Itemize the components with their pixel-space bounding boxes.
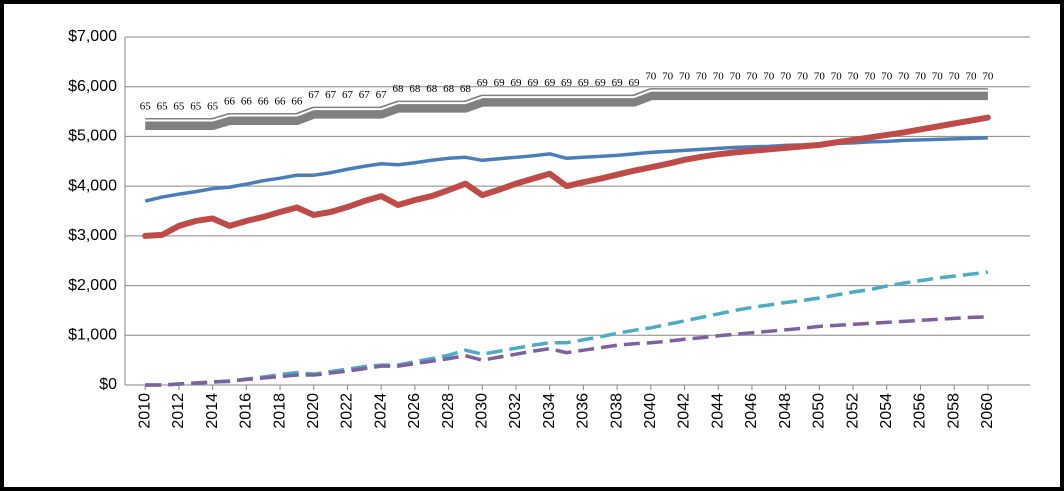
x-tick-label: 2052 xyxy=(844,393,861,429)
point-label: 70 xyxy=(679,71,691,83)
x-tick-label: 2060 xyxy=(979,393,996,429)
point-label: 68 xyxy=(426,83,438,95)
point-label: 65 xyxy=(207,101,219,113)
x-tick-label: 2036 xyxy=(575,393,592,429)
x-tick-label: 2022 xyxy=(339,393,356,429)
point-label: 66 xyxy=(258,96,270,108)
x-tick-label: 2032 xyxy=(507,393,524,429)
point-label: 70 xyxy=(645,71,657,83)
point-label: 69 xyxy=(494,77,506,89)
point-label: 70 xyxy=(915,71,927,83)
point-label: 65 xyxy=(173,101,185,113)
series-line xyxy=(142,114,991,239)
point-label: 69 xyxy=(544,77,556,89)
x-tick-label: 2014 xyxy=(204,393,221,429)
y-tick-label: $1,000 xyxy=(68,327,117,344)
x-tick-label: 2058 xyxy=(945,393,962,429)
point-label: 68 xyxy=(409,83,421,95)
x-tick-label: 2050 xyxy=(811,393,828,429)
point-label: 67 xyxy=(308,89,320,101)
y-tick-label: $5,000 xyxy=(68,128,117,145)
point-label: 67 xyxy=(325,89,337,101)
point-label: 70 xyxy=(814,71,826,83)
y-tick-label: $6,000 xyxy=(68,78,117,95)
point-label: 68 xyxy=(393,83,405,95)
point-label: 69 xyxy=(628,77,640,89)
point-label: 67 xyxy=(359,89,371,101)
series-line-highlight xyxy=(145,89,988,122)
point-label: 70 xyxy=(848,71,860,83)
point-label: 69 xyxy=(477,77,489,89)
point-label: 69 xyxy=(561,77,573,89)
point-label: 70 xyxy=(881,71,893,83)
point-label: 70 xyxy=(932,71,944,83)
point-label: 70 xyxy=(662,71,674,83)
x-tick-label: 2054 xyxy=(878,393,895,429)
point-label: 70 xyxy=(797,71,809,83)
x-tick-label: 2030 xyxy=(473,393,490,429)
point-label: 70 xyxy=(949,71,961,83)
point-label: 70 xyxy=(696,71,708,83)
point-label: 69 xyxy=(612,77,624,89)
point-label: 70 xyxy=(864,71,876,83)
x-tick-label: 2018 xyxy=(271,393,288,429)
x-tick-label: 2012 xyxy=(170,393,187,429)
y-tick-label: $2,000 xyxy=(68,277,117,294)
x-tick-label: 2056 xyxy=(912,393,929,429)
x-tick-label: 2020 xyxy=(305,393,322,429)
point-label: 67 xyxy=(342,89,354,101)
point-label: 66 xyxy=(241,96,253,108)
x-tick-label: 2048 xyxy=(777,393,794,429)
x-tick-label: 2010 xyxy=(136,393,153,429)
y-tick-label: $0 xyxy=(99,376,117,393)
point-label: 68 xyxy=(460,83,472,95)
point-label: 67 xyxy=(376,89,388,101)
point-label: 69 xyxy=(578,77,590,89)
x-tick-label: 2034 xyxy=(541,393,558,429)
point-label: 65 xyxy=(190,101,202,113)
point-label: 65 xyxy=(140,101,152,113)
x-tick-label: 2042 xyxy=(676,393,693,429)
series-line xyxy=(145,315,988,387)
series-line xyxy=(145,270,989,387)
point-label: 69 xyxy=(510,77,522,89)
y-tick-label: $3,000 xyxy=(68,227,117,244)
y-tick-label: $7,000 xyxy=(68,28,117,45)
point-label: 70 xyxy=(746,71,758,83)
point-label: 66 xyxy=(224,96,236,108)
point-label: 65 xyxy=(157,101,169,113)
point-label: 70 xyxy=(898,71,910,83)
point-label: 70 xyxy=(966,71,978,83)
x-tick-label: 2044 xyxy=(709,393,726,429)
series-line xyxy=(145,88,988,130)
point-label: 70 xyxy=(982,71,994,83)
point-label: 70 xyxy=(730,71,742,83)
x-tick-label: 2028 xyxy=(440,393,457,429)
point-label: 66 xyxy=(275,96,287,108)
point-label: 70 xyxy=(763,71,775,83)
point-label: 69 xyxy=(527,77,539,89)
point-label: 68 xyxy=(443,83,455,95)
x-tick-label: 2016 xyxy=(238,393,255,429)
x-tick-label: 2024 xyxy=(372,393,389,429)
x-tick-label: 2040 xyxy=(642,393,659,429)
point-label: 69 xyxy=(595,77,607,89)
x-tick-label: 2038 xyxy=(608,393,625,429)
x-tick-label: 2046 xyxy=(743,393,760,429)
x-tick-label: 2026 xyxy=(406,393,423,429)
y-tick-label: $4,000 xyxy=(68,177,117,194)
point-label: 70 xyxy=(780,71,792,83)
point-label: 70 xyxy=(831,71,843,83)
point-label: 70 xyxy=(713,71,725,83)
point-label: 66 xyxy=(291,96,303,108)
